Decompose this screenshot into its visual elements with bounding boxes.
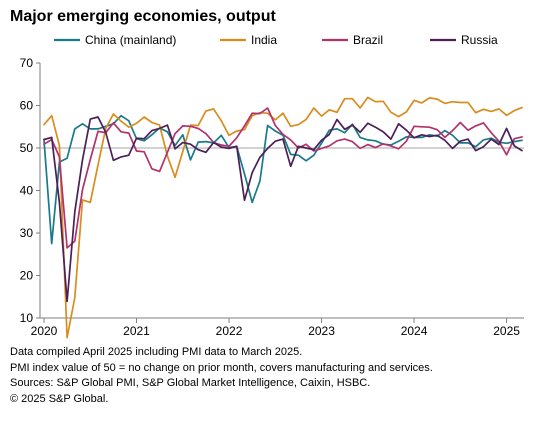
x-tick-label: 2020 (31, 324, 58, 338)
series-line-russia (43, 116, 523, 303)
x-tick-label: 2025 (493, 324, 520, 338)
y-tick-label: 30 (20, 226, 34, 240)
y-tick-label: 40 (20, 184, 34, 198)
legend-label: China (mainland) (85, 33, 176, 47)
footnote-pmi-definition: PMI index value of 50 = no change on pri… (10, 361, 433, 374)
y-tick-label: 60 (20, 99, 34, 113)
footnote-sources: Sources: S&P Global PMI, S&P Global Mark… (10, 377, 371, 389)
footnote-copyright: © 2025 S&P Global. (10, 392, 109, 405)
x-tick-label: 2024 (401, 324, 428, 338)
legend-label: India (251, 33, 277, 47)
x-tick-label: 2023 (308, 324, 335, 338)
footnote-data-compiled: Data compiled April 2025 including PMI d… (10, 346, 303, 358)
chart-area: 10 20 30 40 50 60 70 2020 2021 2022 2023 2024 2025 Ch… (20, 33, 524, 339)
series-line-brazil (43, 107, 523, 249)
y-tick-label: 70 (20, 56, 34, 70)
chart-title: Major emerging economies, output (10, 8, 276, 25)
legend-label: Brazil (353, 33, 383, 47)
x-tick-label: 2021 (123, 324, 150, 338)
y-tick-label: 20 (20, 269, 34, 283)
legend-label: Russia (461, 33, 498, 47)
series-line-india (43, 96, 523, 339)
footnotes: Data compiled April 2025 including PMI d… (10, 345, 433, 407)
x-tick-label: 2022 (216, 324, 243, 338)
y-tick-label: 10 (20, 311, 34, 325)
y-tick-label: 50 (20, 141, 34, 155)
